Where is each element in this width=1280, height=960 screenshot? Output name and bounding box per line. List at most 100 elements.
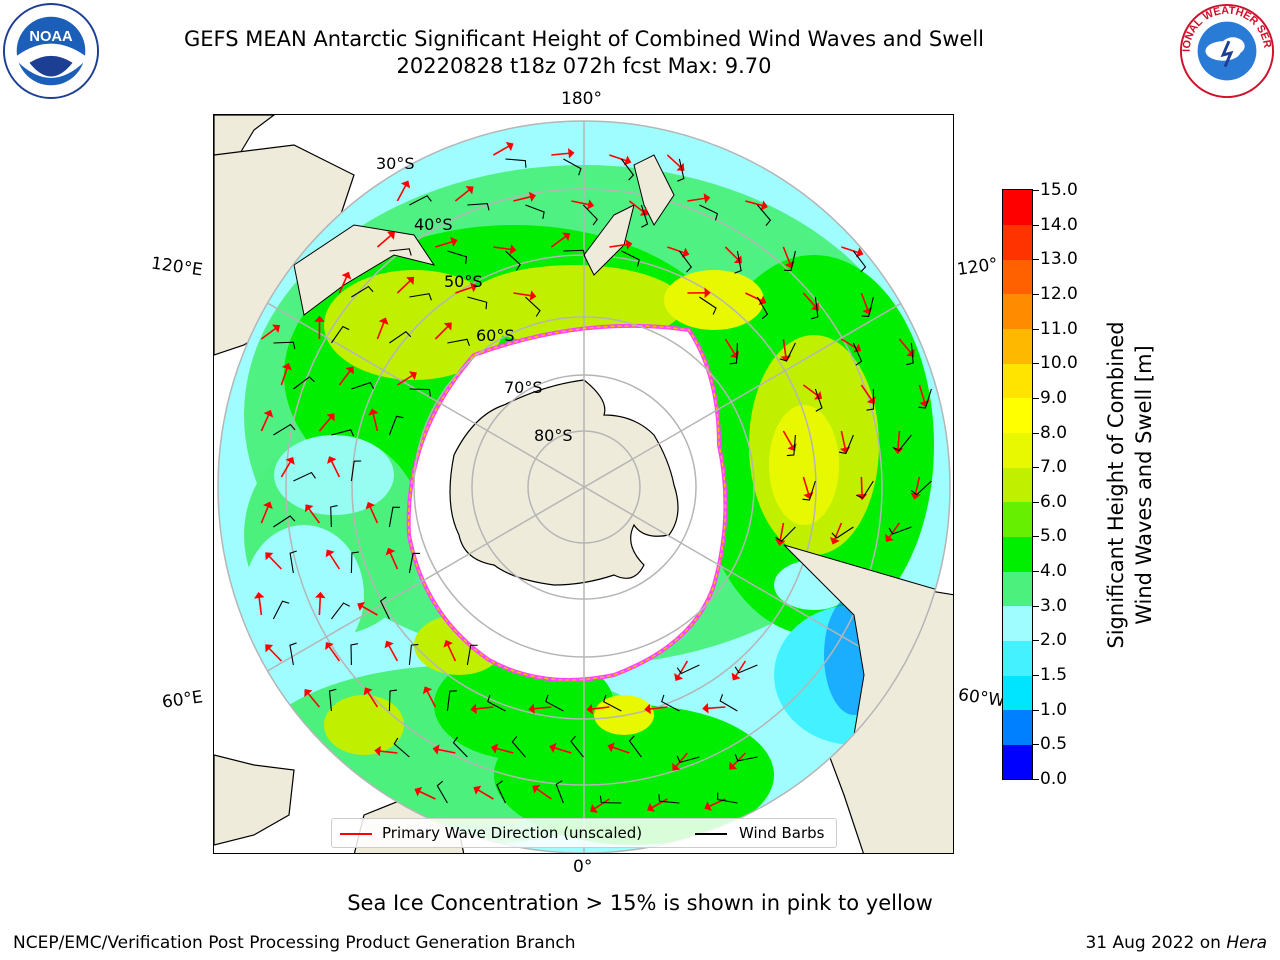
polar-map: 30°S 40°S 50°S 60°S 70°S 80°S <box>214 115 953 853</box>
lon-label-120e: 120°E <box>149 253 204 281</box>
wind-barb <box>452 736 468 758</box>
wave-arrow <box>367 691 379 708</box>
wave-arrow <box>918 384 926 403</box>
wave-arrow <box>454 189 470 202</box>
wave-arrow-head <box>325 642 334 651</box>
colorbar-tickmark <box>1033 259 1039 261</box>
wind-barb <box>910 480 932 496</box>
wind-barb <box>779 342 796 362</box>
wave-arrow-head <box>829 536 840 545</box>
wind-barb <box>393 737 410 758</box>
wind-barb <box>330 505 338 528</box>
colorbar-tick-label: 12.0 <box>1040 283 1078 304</box>
lat-label-60s: 60°S <box>476 326 515 345</box>
wave-arrow-head <box>406 276 415 285</box>
wind-barb <box>273 515 296 528</box>
wave-arrow-head <box>384 640 394 649</box>
map-panel: 30°S 40°S 50°S 60°S 70°S 80°S <box>213 114 954 854</box>
colorbar-bin <box>1003 293 1032 330</box>
colorbar-tickmark <box>1033 640 1039 642</box>
wave-arrow <box>651 798 668 809</box>
wind-barb <box>734 250 742 274</box>
wave-arrow <box>897 430 901 450</box>
wave-arrow <box>418 790 436 800</box>
wave-arrow-head <box>702 702 709 714</box>
wave-arrow-head <box>469 282 478 293</box>
wind-barb <box>555 780 564 804</box>
wind-barb <box>719 694 738 712</box>
colorbar-label-line2: Wind Waves and Swell [m] <box>1132 344 1156 625</box>
wind-barb <box>621 250 641 267</box>
footer-credit: NCEP/EMC/Verification Post Processing Pr… <box>13 933 576 953</box>
wave-arrow-head <box>465 186 474 195</box>
wave-arrow <box>649 706 668 710</box>
wave-arrow <box>372 413 379 432</box>
wave-arrow-head <box>409 371 417 381</box>
wave-arrow-head <box>672 762 681 771</box>
wave-arrow-head <box>368 408 379 416</box>
wind-barb <box>447 338 471 347</box>
lat-label-30s: 30°S <box>376 154 415 173</box>
wave-arrow <box>437 748 456 754</box>
wave-arrow-head <box>470 703 477 715</box>
wind-barb <box>350 460 362 482</box>
wind-barb <box>599 795 622 804</box>
wave-height-field <box>218 121 950 853</box>
wave-arrow <box>338 276 348 294</box>
wave-arrow-head <box>729 761 738 770</box>
wave-arrow-head <box>549 742 557 753</box>
wave-arrow <box>782 338 787 357</box>
colorbar-bin <box>1003 709 1032 745</box>
wave-arrow <box>782 246 791 265</box>
colorbar-bin <box>1003 640 1032 676</box>
colorbar-bin <box>1003 675 1032 711</box>
wind-barb <box>496 780 506 804</box>
wind-barb <box>330 325 350 344</box>
wave-arrow <box>612 746 630 754</box>
colorbar-tickmark <box>1033 536 1039 538</box>
wind-barb <box>563 158 582 176</box>
africa-land <box>214 754 295 846</box>
wave-arrow-head <box>314 315 325 322</box>
wind-barb <box>487 694 506 712</box>
footer-date: 31 Aug 2022 on Hera <box>1085 933 1267 953</box>
wave-arrow <box>724 246 739 261</box>
wave-arrow-head <box>731 672 741 681</box>
wind-barb <box>603 694 622 712</box>
wind-barb <box>856 480 874 499</box>
wind-barb <box>734 664 758 674</box>
wave-arrow <box>455 286 473 294</box>
wind-barb <box>293 471 316 482</box>
wave-arrow-head <box>674 673 684 681</box>
wind-barb <box>379 596 390 620</box>
wind-barb <box>289 642 297 666</box>
wave-arrow <box>609 154 627 162</box>
wave-arrow-head <box>490 743 499 754</box>
wind-barb <box>409 388 431 397</box>
wind-barb <box>409 293 432 301</box>
wave-arrow-head <box>567 148 575 159</box>
lat-label-40s: 40°S <box>414 215 453 234</box>
wind-barb <box>388 689 398 712</box>
wave-arrow <box>260 327 277 340</box>
wave-arrow <box>860 384 873 401</box>
wave-arrow <box>628 200 645 213</box>
wave-arrow <box>571 200 590 206</box>
wave-arrow <box>396 374 413 386</box>
colorbar-tick-label: 13.0 <box>1040 249 1078 270</box>
wave-arrow-head <box>647 802 655 813</box>
wave-arrow-head <box>365 501 376 510</box>
wind-barb <box>389 331 412 344</box>
wind-barbs <box>272 158 932 804</box>
lat-label-70s: 70°S <box>504 378 543 397</box>
colorbar-tickmark <box>1033 397 1039 399</box>
wave-arrow-head <box>625 239 633 250</box>
wave-arrow <box>396 279 411 294</box>
colorbar-tickmark <box>1033 709 1039 711</box>
wind-barb <box>388 415 404 436</box>
colorbar-tick-label: 9.0 <box>1040 387 1068 408</box>
wind-barb <box>620 158 635 181</box>
wave-arrow-head <box>532 784 541 794</box>
colorbar-tick-label: 10.0 <box>1040 353 1078 374</box>
colorbar-bin <box>1003 501 1032 537</box>
